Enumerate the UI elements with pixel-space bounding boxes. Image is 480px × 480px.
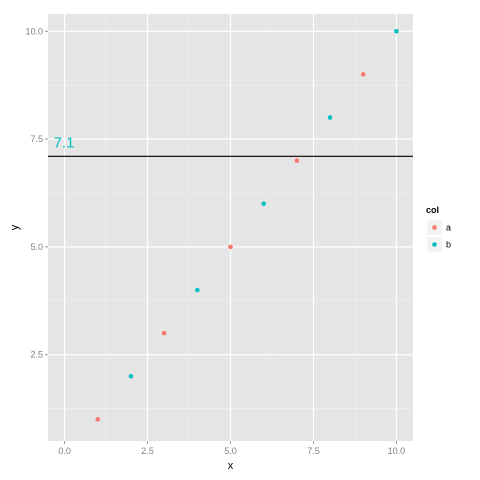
data-point-a bbox=[228, 244, 233, 250]
data-point-b bbox=[327, 115, 333, 120]
x-tick-label: 7.5 bbox=[307, 446, 320, 456]
annotation-layer: 7.1 bbox=[54, 134, 75, 151]
legend-swatch-b bbox=[432, 242, 437, 247]
data-point-b bbox=[394, 28, 399, 34]
x-tick-label: 2.5 bbox=[141, 446, 154, 456]
data-point-b bbox=[128, 374, 134, 379]
data-point-a bbox=[161, 330, 167, 336]
data-point-b bbox=[195, 287, 200, 293]
y-tick-label: 2.5 bbox=[30, 350, 43, 360]
x-axis-title: x bbox=[228, 460, 234, 472]
legend-swatch-a bbox=[432, 225, 437, 230]
y-axis-title: y bbox=[9, 224, 21, 230]
hline-annotation: 7.1 bbox=[54, 134, 75, 151]
x-tick-label: 5.0 bbox=[224, 446, 237, 456]
x-tick-label: 10.0 bbox=[388, 446, 406, 456]
y-tick-label: 5.0 bbox=[30, 242, 43, 252]
points-layer bbox=[95, 28, 399, 422]
y-tick-label: 7.5 bbox=[30, 134, 43, 144]
data-point-a bbox=[294, 158, 300, 163]
x-axis-ticks: 0.0 2.5 5.0 7.5 10.0 bbox=[58, 441, 405, 456]
legend: col ab bbox=[426, 205, 451, 253]
y-tick-label: 10.0 bbox=[25, 26, 43, 36]
grid-major bbox=[48, 14, 413, 441]
legend-label-b: b bbox=[446, 240, 451, 250]
data-point-a bbox=[95, 417, 101, 422]
y-axis-ticks: 2.5 5.0 7.5 10.0 bbox=[25, 26, 48, 360]
legend-title: col bbox=[426, 205, 439, 215]
legend-label-a: a bbox=[446, 223, 451, 233]
data-point-a bbox=[360, 72, 366, 77]
x-tick-label: 0.0 bbox=[58, 446, 71, 456]
data-point-b bbox=[261, 201, 266, 207]
